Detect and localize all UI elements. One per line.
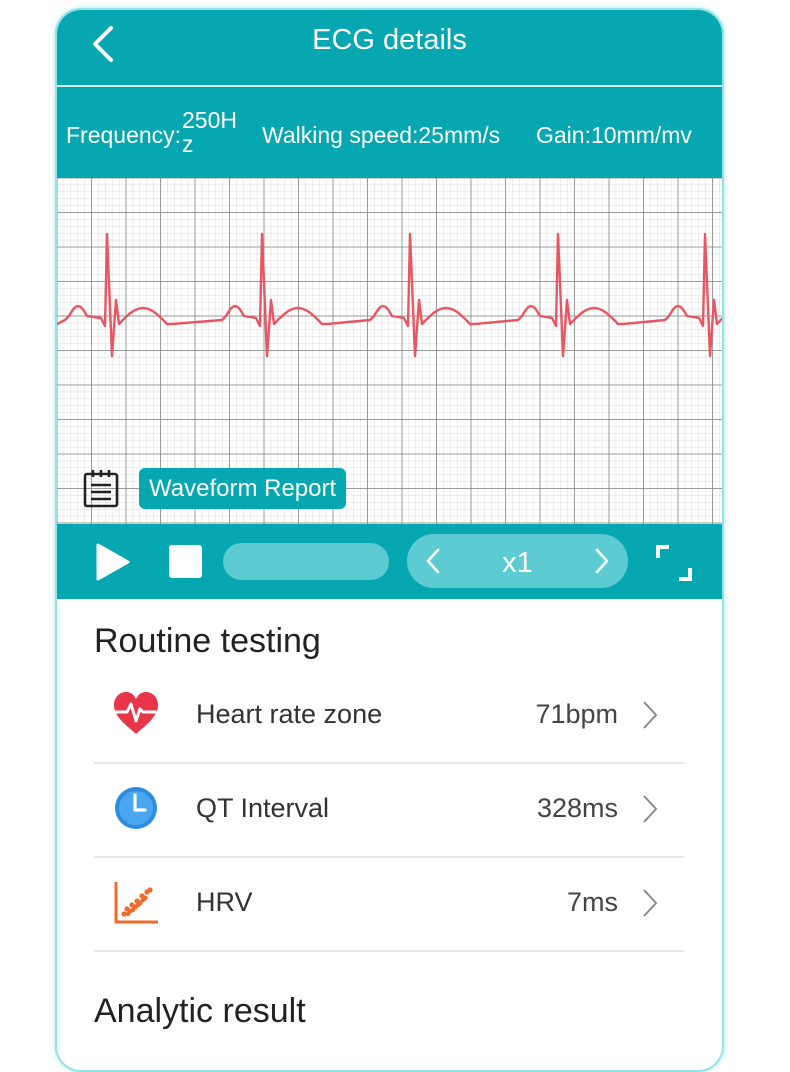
play-button[interactable]: [95, 543, 131, 581]
chevron-right-icon: [643, 889, 658, 917]
speed-selector: x1: [407, 534, 628, 588]
back-button[interactable]: [85, 24, 125, 68]
analytic-result-title: Analytic result: [94, 992, 306, 1030]
page-title: ECG details: [312, 24, 467, 56]
list-item-label: HRV: [196, 887, 253, 917]
speed-value: x1: [502, 547, 533, 579]
playback-progress-bar[interactable]: [223, 543, 389, 580]
hrv-chart-icon: [112, 878, 160, 926]
header-bar: ECG details: [57, 10, 722, 85]
speed-decrease-button[interactable]: [421, 546, 445, 576]
playback-controls: x1: [57, 524, 722, 599]
chevron-right-icon: [643, 795, 658, 823]
parameters-bar: Frequency: 250Hz Walking speed:25mm/s Ga…: [57, 87, 722, 178]
phone-frame: ECG details Frequency: 250Hz Walking spe…: [55, 8, 724, 1072]
heart-rate-icon: [112, 690, 160, 738]
report-clipboard-icon[interactable]: [81, 468, 121, 508]
chevron-left-icon: [93, 26, 113, 62]
list-item-label: QT Interval: [196, 793, 330, 823]
chevron-left-icon: [426, 548, 440, 574]
list-item-value: 71bpm: [535, 699, 618, 729]
chevron-right-icon: [643, 701, 658, 729]
frequency-label: Frequency:: [66, 122, 182, 148]
waveform-report-button[interactable]: Waveform Report: [139, 468, 347, 509]
list-item-qt-interval[interactable]: QT Interval 328ms: [94, 762, 684, 858]
list-item-label: Heart rate zone: [196, 699, 383, 729]
ecg-waveform-area[interactable]: Waveform Report: [57, 178, 722, 524]
play-icon: [96, 543, 130, 581]
list-item-value: 328ms: [536, 793, 618, 823]
fullscreen-button[interactable]: [655, 544, 693, 582]
stop-button[interactable]: [169, 545, 202, 578]
speed-increase-button[interactable]: [590, 546, 614, 576]
list-item-value: 7ms: [566, 887, 618, 917]
header-divider: [57, 85, 722, 87]
clock-icon: [112, 784, 160, 832]
frequency-value: 250Hz: [182, 107, 237, 157]
routine-testing-title: Routine testing: [94, 622, 321, 660]
ecg-trace: [57, 232, 722, 358]
ecg-chart: [57, 178, 722, 524]
walking-speed: Walking speed:25mm/s: [262, 122, 501, 148]
chevron-right-icon: [595, 548, 609, 574]
fullscreen-icon: [656, 545, 692, 581]
gain: Gain:10mm/mv: [536, 122, 692, 148]
list-item-heart-rate-zone[interactable]: Heart rate zone 71bpm: [94, 668, 684, 764]
list-item-hrv[interactable]: HRV 7ms: [94, 856, 684, 952]
